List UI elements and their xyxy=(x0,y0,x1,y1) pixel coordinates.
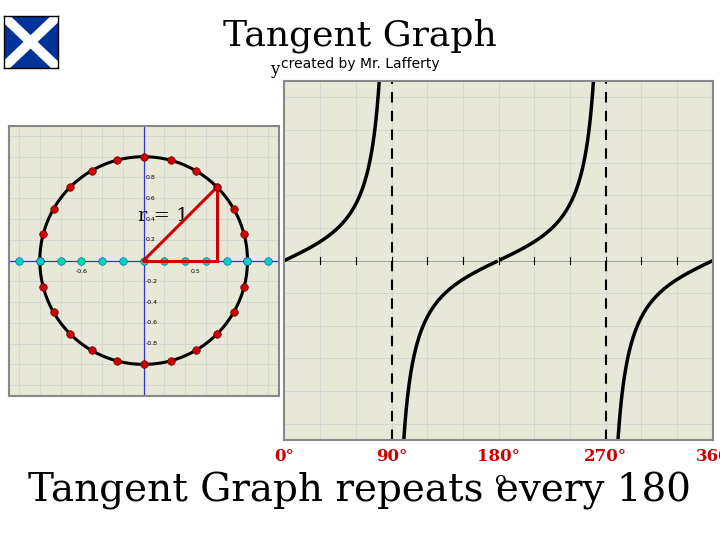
Text: 0°: 0° xyxy=(274,448,294,465)
Text: -0.6: -0.6 xyxy=(145,320,158,326)
Text: 90°: 90° xyxy=(376,448,408,465)
Text: -0.4: -0.4 xyxy=(145,300,158,305)
Text: θ: θ xyxy=(719,445,720,458)
Text: 180°: 180° xyxy=(477,448,520,465)
Text: o: o xyxy=(495,470,506,489)
Text: 360: 360 xyxy=(696,448,720,465)
Text: 270°: 270° xyxy=(584,448,627,465)
Text: 0.8: 0.8 xyxy=(145,175,156,180)
Text: -0.2: -0.2 xyxy=(145,279,158,284)
Text: y: y xyxy=(270,60,279,78)
Text: 0.4: 0.4 xyxy=(145,217,156,221)
Text: 0.2: 0.2 xyxy=(145,237,156,242)
Text: created by Mr. Lafferty: created by Mr. Lafferty xyxy=(281,57,439,71)
Text: -0.6: -0.6 xyxy=(76,269,87,274)
Text: 0.5: 0.5 xyxy=(191,269,200,274)
Text: Tangent Graph repeats every 180: Tangent Graph repeats every 180 xyxy=(29,472,691,510)
Text: -0.8: -0.8 xyxy=(145,341,158,346)
Text: Tangent Graph: Tangent Graph xyxy=(223,19,497,53)
Text: 0.6: 0.6 xyxy=(145,195,156,201)
Text: r = 1: r = 1 xyxy=(138,207,189,225)
